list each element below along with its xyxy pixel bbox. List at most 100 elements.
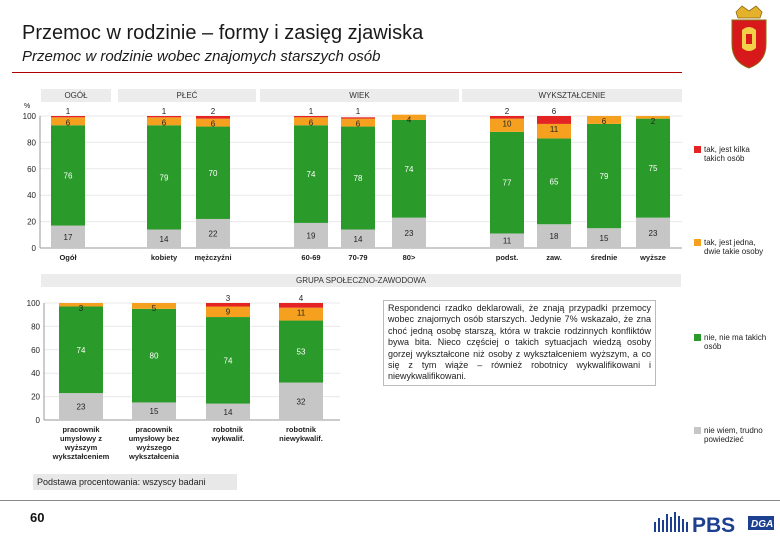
legend-label: tak, jest kilka takich osób — [704, 145, 750, 163]
data-label-one-or-two: 11 — [297, 309, 306, 318]
bar-segment-dont-know — [587, 228, 621, 248]
data-label-dont-know: 23 — [649, 229, 658, 238]
legend-label: tak, jest jedna, dwie takie osoby — [704, 238, 764, 256]
bar-segment-one-or-two — [294, 117, 328, 126]
bar-segment-dont-know — [132, 402, 176, 420]
y-tick-label: 80 — [31, 322, 40, 331]
bar-segment-many — [196, 116, 230, 119]
y-tick-label: 100 — [23, 112, 37, 121]
y-tick-label: 0 — [36, 416, 41, 425]
bar-segment-one-or-two — [51, 117, 85, 126]
bar-segment-one-or-two — [147, 117, 181, 126]
footer-rule — [0, 500, 780, 501]
bar-segment-dont-know — [392, 217, 426, 248]
data-label-none: 79 — [600, 172, 609, 181]
bar-segment-many — [294, 116, 328, 118]
bar-segment-one-or-two — [587, 116, 621, 124]
category-label: umysłowy z — [60, 434, 102, 443]
category-label: umysłowy bez — [129, 434, 180, 443]
y-tick-label: 60 — [31, 346, 40, 355]
data-label-none: 65 — [550, 177, 559, 186]
category-label: 70-79 — [348, 253, 367, 262]
data-label-one-or-two: 6 — [162, 118, 167, 127]
bar-segment-none — [206, 317, 250, 404]
data-label-none: 70 — [209, 169, 218, 178]
bar-segment-one-or-two — [196, 118, 230, 127]
data-label-none: 53 — [297, 348, 306, 357]
crest-icon — [731, 5, 767, 69]
note-box: Respondenci rzadko deklarowali, że znają… — [383, 300, 656, 386]
bar-segment-one-or-two — [279, 307, 323, 321]
bar-segment-one-or-two — [636, 116, 670, 119]
data-label-many: 2 — [505, 107, 510, 116]
bar-segment-none — [587, 123, 621, 229]
bar-segment-none — [51, 125, 85, 226]
category-label: mężczyźni — [194, 253, 231, 262]
bar-segment-dont-know — [279, 382, 323, 420]
data-label-one-or-two: 6 — [602, 117, 607, 126]
bar-segment-one-or-two — [59, 303, 103, 307]
bar-segment-none — [196, 126, 230, 219]
logo-badge: DGA — [751, 519, 773, 530]
y-tick-label: 100 — [27, 299, 41, 308]
bar-segment-none — [147, 125, 181, 230]
data-label-one-or-two: 3 — [79, 304, 84, 313]
data-label-none: 74 — [307, 170, 316, 179]
data-label-one-or-two: 9 — [226, 308, 231, 317]
category-label: robotnik — [213, 425, 244, 434]
bar-segment-many — [279, 303, 323, 308]
data-label-dont-know: 14 — [160, 235, 169, 244]
category-label: wykształceniem — [52, 452, 110, 461]
data-label-one-or-two: 11 — [550, 125, 559, 134]
category-label: podst. — [496, 253, 519, 262]
y-tick-label: 60 — [27, 165, 36, 174]
data-label-none: 77 — [503, 179, 512, 188]
data-label-many: 3 — [226, 294, 231, 303]
category-label: zaw. — [546, 253, 562, 262]
bar-segment-one-or-two — [490, 118, 524, 132]
data-label-dont-know: 23 — [405, 229, 414, 238]
data-label-one-or-two: 6 — [66, 118, 71, 127]
y-tick-label: 20 — [27, 218, 36, 227]
data-label-none: 79 — [160, 173, 169, 182]
category-label: Ogół — [59, 253, 77, 262]
bar-segment-many — [206, 303, 250, 307]
data-label-one-or-two: 6 — [356, 120, 361, 129]
data-label-dont-know: 11 — [503, 237, 512, 246]
data-label-dont-know: 32 — [297, 397, 306, 406]
legend-swatch — [694, 239, 701, 246]
bar-segment-dont-know — [537, 224, 571, 248]
category-label: robotnik — [286, 425, 317, 434]
data-label-one-or-two: 4 — [407, 116, 412, 125]
category-label: pracownik — [62, 425, 100, 434]
bar-segment-none — [490, 131, 524, 234]
category-label: wykształcenia — [128, 452, 180, 461]
legend-swatch — [694, 334, 701, 341]
legend-label: nie wiem, trudno powiedzieć — [704, 426, 763, 444]
data-label-none: 74 — [77, 346, 86, 355]
bar-segment-many — [341, 117, 375, 119]
y-tick-label: 40 — [27, 191, 36, 200]
bar-segment-one-or-two — [341, 118, 375, 127]
bar-segment-many — [51, 116, 85, 118]
legend-label: nie, nie ma takich osób — [704, 333, 767, 351]
category-label: wykwalif. — [211, 434, 245, 443]
group-header-1: PŁEĆ — [118, 89, 256, 102]
data-label-dont-know: 19 — [307, 231, 316, 240]
bar-segment-none — [132, 308, 176, 403]
bar-segment-dont-know — [51, 225, 85, 248]
category-label: pracownik — [135, 425, 173, 434]
data-label-dont-know: 15 — [150, 407, 159, 416]
data-label-many: 1 — [309, 107, 314, 116]
bar-segment-many — [537, 116, 571, 124]
category-label: wyższe — [639, 253, 666, 262]
bar-segment-dont-know — [341, 229, 375, 248]
y-tick-label: 40 — [31, 369, 40, 378]
data-label-many: 4 — [299, 294, 304, 303]
bar-segment-many — [147, 116, 181, 118]
page-number: 60 — [30, 510, 45, 525]
page-subtitle: Przemoc w rodzinie wobec znajomych stars… — [22, 48, 381, 65]
legend-swatch — [694, 146, 701, 153]
group-header-3: WYKSZTAŁCENIE — [462, 89, 682, 102]
